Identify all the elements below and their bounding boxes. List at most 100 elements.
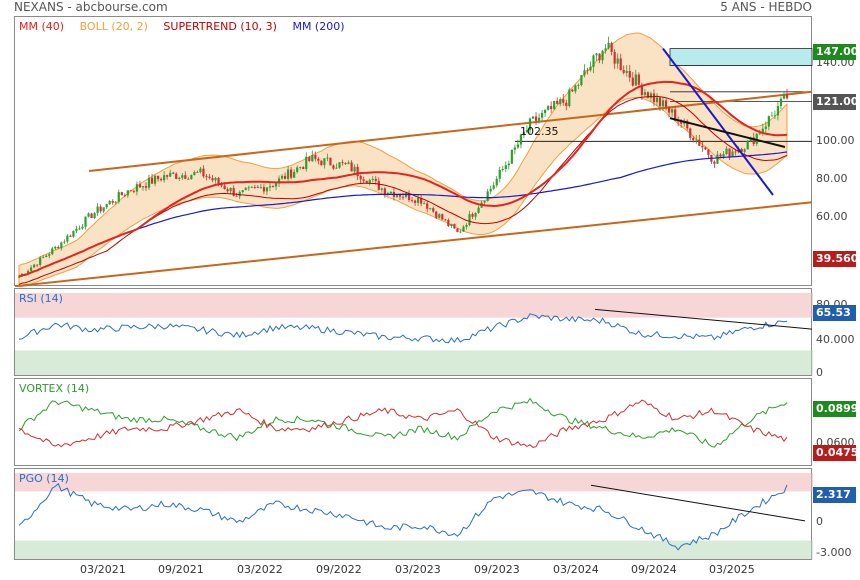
candle-body — [235, 195, 238, 197]
legend-mm40: MM (40) — [19, 20, 65, 33]
candle-body — [610, 42, 613, 52]
candle-body — [181, 175, 184, 178]
candle-body — [33, 264, 36, 268]
x-label-1: 09/2021 — [158, 563, 204, 576]
candle-body — [226, 189, 229, 192]
candle-body — [160, 178, 163, 181]
candle-body — [335, 167, 338, 169]
legend-mm200: MM (200) — [292, 20, 345, 33]
candle-body — [259, 187, 262, 188]
pgo-legend: PGO (14) — [19, 472, 81, 485]
candle-body — [129, 190, 132, 192]
candle-body — [459, 231, 462, 233]
candle-body — [344, 162, 347, 164]
candle-body — [323, 158, 326, 166]
x-label-5: 09/2023 — [474, 563, 520, 576]
price-pane: MM (40) BOLL (20, 2) SUPERTREND (10, 3) … — [14, 16, 813, 287]
candle-body — [589, 66, 592, 71]
candle-body — [616, 58, 619, 64]
x-label-2: 03/2022 — [237, 563, 283, 576]
candle-body — [701, 145, 704, 148]
candle-body — [773, 115, 777, 117]
candle-body — [637, 74, 640, 85]
candle-body — [698, 139, 701, 146]
candle-body — [365, 180, 368, 184]
rsi-legend: RSI (14) — [19, 292, 75, 305]
vi-line — [18, 397, 788, 448]
candle-body — [326, 157, 329, 159]
resistance-trendline — [669, 117, 786, 148]
candle-body — [314, 154, 317, 159]
candle-body — [534, 116, 538, 121]
candle-body — [193, 171, 196, 176]
candle-body — [69, 235, 72, 237]
candle-body — [262, 187, 266, 192]
rsi-oversold-zone — [15, 350, 813, 375]
candle-body — [410, 200, 414, 201]
candle-body — [522, 132, 526, 135]
candle-body — [51, 248, 54, 255]
candle-body — [607, 42, 610, 49]
candle-body — [692, 137, 695, 141]
candle-body — [163, 175, 166, 181]
candle-body — [138, 184, 142, 188]
candle-body — [223, 185, 226, 190]
candle-body — [423, 203, 426, 205]
candle-body — [516, 144, 519, 148]
candle-body — [135, 184, 139, 192]
candle-body — [407, 193, 411, 201]
candle-body — [432, 208, 435, 212]
candle-body — [586, 70, 589, 72]
candle-body — [483, 200, 486, 203]
candle-body — [114, 201, 117, 203]
candle-body — [664, 100, 668, 108]
candle-body — [413, 200, 417, 203]
pgo-overbought-zone — [15, 473, 813, 492]
level-annotation: 102.35 — [520, 125, 559, 138]
candle-body — [613, 51, 616, 64]
candle-body — [120, 192, 123, 196]
candle-body — [280, 175, 284, 179]
candle-body — [468, 214, 471, 225]
candle-body — [592, 55, 595, 67]
candle-body — [758, 133, 761, 135]
vortex-chart — [18, 397, 788, 448]
candle-body — [199, 168, 202, 173]
candle-body — [389, 191, 393, 194]
candle-body — [695, 139, 698, 141]
candle-body — [689, 128, 692, 138]
candle-body — [495, 178, 498, 186]
candle-body — [462, 226, 465, 232]
candle-body — [17, 276, 21, 278]
candle-body — [761, 128, 764, 134]
candle-body — [435, 211, 438, 218]
candle-body — [96, 206, 99, 214]
candle-body — [84, 216, 87, 227]
mm200-line — [18, 151, 788, 278]
candle-body — [501, 168, 504, 170]
candle-body — [398, 194, 402, 197]
candle-body — [450, 224, 453, 226]
candle-body — [728, 148, 731, 157]
candle-body — [187, 178, 190, 180]
candle-body — [238, 192, 241, 197]
candle-body — [686, 120, 689, 129]
candle-body — [429, 208, 432, 209]
candle-body — [75, 228, 78, 231]
candle-body — [26, 270, 30, 275]
legend-pgo: PGO (14) — [19, 472, 69, 485]
x-label-0: 03/2021 — [80, 563, 126, 576]
candle-body — [646, 92, 650, 98]
candle-body — [583, 70, 586, 76]
candle-body — [504, 165, 507, 169]
candle-body — [102, 207, 105, 212]
candle-body — [175, 173, 178, 179]
candle-body — [767, 116, 770, 127]
candle-body — [63, 241, 66, 243]
vortex-plus-badge: 0.0899 — [813, 401, 858, 417]
candle-body — [271, 186, 275, 187]
candle-body — [779, 98, 783, 107]
candle-body — [111, 201, 114, 203]
price-tick-80: 80.00 — [816, 172, 848, 185]
